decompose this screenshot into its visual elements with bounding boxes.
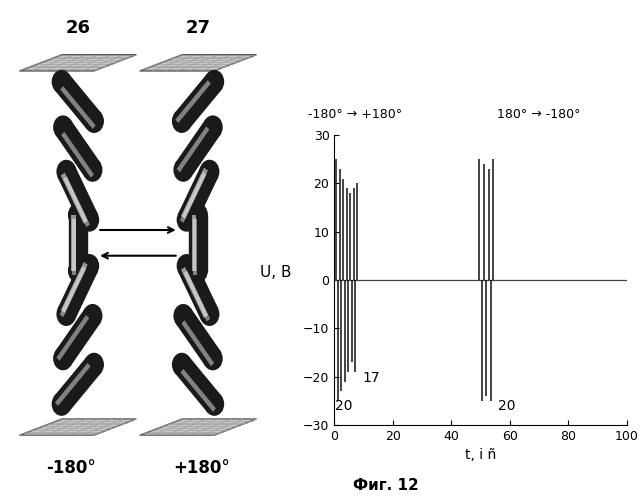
Text: 20: 20 xyxy=(498,400,516,413)
Polygon shape xyxy=(181,320,214,366)
Text: -180°: -180° xyxy=(46,460,96,477)
Ellipse shape xyxy=(205,70,224,93)
Polygon shape xyxy=(56,120,100,177)
Polygon shape xyxy=(59,166,97,226)
Polygon shape xyxy=(72,220,77,275)
Ellipse shape xyxy=(80,208,98,231)
Polygon shape xyxy=(184,270,210,322)
Text: +180°: +180° xyxy=(173,460,230,477)
Polygon shape xyxy=(192,215,196,270)
Polygon shape xyxy=(64,176,90,227)
Y-axis label: U, B: U, B xyxy=(260,265,291,280)
Ellipse shape xyxy=(69,260,87,282)
Polygon shape xyxy=(55,74,100,129)
Polygon shape xyxy=(60,262,87,313)
Polygon shape xyxy=(60,266,86,317)
Ellipse shape xyxy=(69,204,87,226)
Polygon shape xyxy=(61,132,94,178)
Polygon shape xyxy=(71,215,76,270)
Ellipse shape xyxy=(172,110,191,132)
Ellipse shape xyxy=(201,160,219,182)
Polygon shape xyxy=(59,260,97,320)
Polygon shape xyxy=(181,369,216,412)
Ellipse shape xyxy=(172,354,191,376)
Ellipse shape xyxy=(57,303,75,326)
Text: -180° → +180°: -180° → +180° xyxy=(308,108,402,120)
Ellipse shape xyxy=(189,204,207,226)
Polygon shape xyxy=(140,419,257,436)
Ellipse shape xyxy=(85,110,104,132)
Polygon shape xyxy=(19,419,136,436)
Polygon shape xyxy=(176,356,221,412)
Polygon shape xyxy=(69,215,87,270)
Ellipse shape xyxy=(204,348,222,370)
Ellipse shape xyxy=(84,159,102,181)
Text: 20: 20 xyxy=(335,400,353,413)
Polygon shape xyxy=(176,308,220,366)
Ellipse shape xyxy=(52,70,71,93)
Ellipse shape xyxy=(204,116,222,138)
Polygon shape xyxy=(140,54,257,71)
Ellipse shape xyxy=(205,393,224,415)
Ellipse shape xyxy=(177,208,195,231)
Polygon shape xyxy=(180,172,206,223)
Ellipse shape xyxy=(85,354,104,376)
Polygon shape xyxy=(179,166,217,226)
Ellipse shape xyxy=(54,116,72,138)
Ellipse shape xyxy=(84,304,102,327)
Polygon shape xyxy=(57,315,89,361)
Text: 180° → -180°: 180° → -180° xyxy=(498,108,581,120)
Polygon shape xyxy=(60,172,87,224)
Ellipse shape xyxy=(174,159,192,181)
Ellipse shape xyxy=(174,304,192,327)
Polygon shape xyxy=(181,168,208,218)
Polygon shape xyxy=(176,80,211,123)
Ellipse shape xyxy=(189,260,207,282)
Ellipse shape xyxy=(52,393,71,415)
Polygon shape xyxy=(177,126,210,172)
Polygon shape xyxy=(189,215,207,270)
Polygon shape xyxy=(55,363,91,406)
Polygon shape xyxy=(55,356,100,412)
Polygon shape xyxy=(19,54,136,71)
Polygon shape xyxy=(176,74,221,129)
Ellipse shape xyxy=(177,254,195,277)
Text: 26: 26 xyxy=(66,19,90,37)
Ellipse shape xyxy=(80,254,98,277)
Polygon shape xyxy=(179,260,217,320)
Polygon shape xyxy=(56,308,100,366)
Ellipse shape xyxy=(57,160,75,182)
Text: Фиг. 12: Фиг. 12 xyxy=(353,478,419,493)
Polygon shape xyxy=(60,86,96,129)
Ellipse shape xyxy=(201,303,219,326)
X-axis label: t, i ñ: t, i ñ xyxy=(465,448,496,462)
Ellipse shape xyxy=(54,348,72,370)
Polygon shape xyxy=(192,220,197,275)
Text: 27: 27 xyxy=(186,19,210,37)
Text: 17: 17 xyxy=(362,370,380,384)
Polygon shape xyxy=(176,120,220,177)
Polygon shape xyxy=(181,267,208,318)
